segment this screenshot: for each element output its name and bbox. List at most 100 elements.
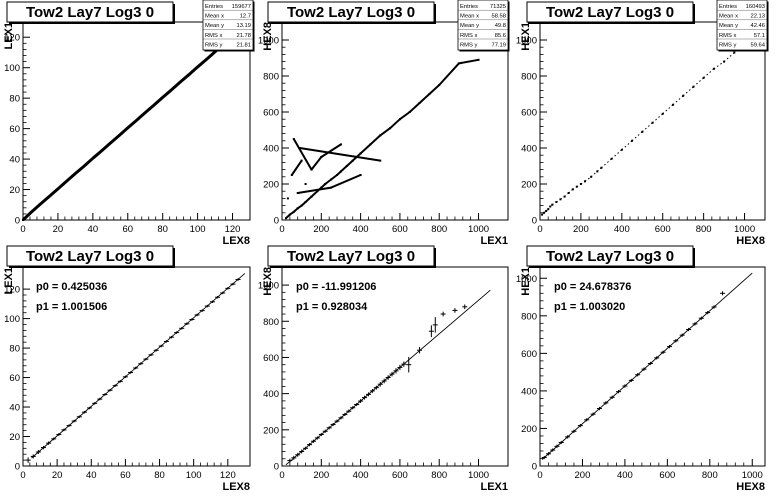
chart-panel-1: 0 20 40 60 80 100 120020406080100120LEX8LEX1To… bbox=[3, 0, 255, 247]
y-axis-title: LEX1 bbox=[3, 267, 15, 295]
stats-label: RMS x bbox=[205, 33, 222, 39]
data-band bbox=[564, 192, 569, 197]
data-band bbox=[547, 206, 551, 210]
stats-label: RMS y bbox=[460, 42, 477, 48]
data-band bbox=[304, 195, 313, 203]
x-axis-title: LEX8 bbox=[222, 235, 250, 247]
y-axis-title: HEX1 bbox=[520, 267, 532, 296]
x-tick-label: 120 bbox=[220, 470, 236, 481]
data-band bbox=[545, 208, 549, 212]
x-axis-title: HEX8 bbox=[736, 481, 765, 492]
y-tick-label: 20 bbox=[9, 432, 20, 443]
data-band bbox=[324, 178, 332, 185]
stats-label: Mean y bbox=[719, 23, 738, 29]
y-tick-label: 0 bbox=[274, 216, 279, 227]
title-frame bbox=[6, 245, 174, 267]
stats-box: Entries 159677 Mean x 12.7 Mean y 13.19 RMS x 2… bbox=[202, 0, 255, 52]
data-band bbox=[693, 77, 704, 88]
fit-p0-label: p0 = 0.425036 bbox=[36, 281, 107, 293]
data-band bbox=[662, 104, 674, 115]
fit-line bbox=[31, 273, 246, 459]
y-tick-label: 40 bbox=[9, 155, 20, 166]
data-band bbox=[293, 207, 299, 213]
data-band bbox=[543, 210, 547, 214]
stats-value: 159677 bbox=[232, 4, 251, 10]
y-tick-label: 800 bbox=[521, 311, 537, 322]
data-band bbox=[196, 58, 208, 69]
data-band bbox=[161, 88, 173, 99]
y-tick-label: 120 bbox=[4, 33, 20, 44]
y-tick-label: 200 bbox=[263, 425, 279, 436]
stats-label: RMS y bbox=[205, 42, 222, 48]
x-tick-label: 0 bbox=[279, 470, 284, 481]
data-band bbox=[631, 131, 643, 142]
data-band bbox=[300, 201, 307, 207]
stats-value: 49.8 bbox=[495, 23, 506, 29]
y-tick-label: 120 bbox=[4, 285, 20, 296]
stats-value: 21.81 bbox=[236, 42, 251, 48]
y-tick-label: 600 bbox=[263, 108, 279, 119]
x-tick-label: 0 bbox=[537, 224, 542, 235]
pad-title: Tow2 Lay7 Log3 0 bbox=[26, 4, 154, 21]
y-tick-label: 0 bbox=[15, 216, 20, 227]
x-tick-label: 20 bbox=[52, 470, 63, 481]
x-tick-label: 60 bbox=[122, 224, 133, 235]
y-tick-label: 1000 bbox=[258, 281, 279, 292]
y-tick-label: 400 bbox=[521, 386, 537, 397]
chart-panel-6: 0 200 400 600 800 100002004006008001000HEX8HE… bbox=[516, 245, 766, 493]
data-band bbox=[109, 134, 121, 145]
data-band bbox=[572, 186, 578, 190]
stats-label: Entries bbox=[205, 4, 223, 10]
data-band bbox=[438, 62, 460, 86]
stats-label: Mean x bbox=[205, 14, 224, 20]
stats-value: 85.6 bbox=[495, 33, 506, 39]
stats-value: 59.64 bbox=[750, 42, 765, 48]
data-band bbox=[310, 156, 323, 171]
y-tick-label: 1000 bbox=[516, 274, 537, 285]
x-tick-label: 800 bbox=[431, 224, 447, 235]
y-tick-label: 400 bbox=[263, 144, 279, 155]
fit-p1-label: p1 = 0.928034 bbox=[296, 301, 368, 313]
pad-title: Tow2 Lay7 Log3 0 bbox=[287, 248, 415, 265]
data-band bbox=[399, 111, 411, 121]
data-band bbox=[330, 174, 362, 189]
pad-title: Tow2 Lay7 Log3 0 bbox=[546, 4, 674, 21]
data-band bbox=[48, 187, 59, 198]
data-band bbox=[39, 195, 51, 206]
data-band bbox=[336, 170, 342, 176]
y-tick-label: 200 bbox=[521, 424, 537, 435]
y-tick-label: 0 bbox=[274, 462, 279, 473]
data-band bbox=[682, 86, 694, 97]
data-band bbox=[83, 157, 94, 168]
y-axis-title: HEX8 bbox=[262, 22, 274, 51]
plot-frame bbox=[281, 266, 509, 467]
data-band bbox=[458, 58, 479, 65]
x-tick-label: 0 bbox=[279, 224, 284, 235]
y-tick-label: 40 bbox=[9, 403, 20, 414]
plot-frame bbox=[539, 21, 766, 221]
y-tick-label: 100 bbox=[4, 314, 20, 325]
title-frame bbox=[6, 1, 174, 23]
y-axis-title: HEX8 bbox=[262, 267, 274, 296]
y-tick-label: 1000 bbox=[258, 36, 279, 47]
pad-title: Tow2 Lay7 Log3 0 bbox=[287, 4, 415, 21]
title-frame bbox=[267, 1, 435, 23]
data-band bbox=[379, 127, 391, 137]
data-band bbox=[297, 204, 303, 210]
data-band bbox=[584, 176, 592, 182]
y-tick-label: 600 bbox=[263, 353, 279, 364]
data-band bbox=[30, 202, 42, 213]
stats-label: RMS x bbox=[719, 33, 736, 39]
fit-p1-label: p1 = 1.001506 bbox=[36, 301, 107, 313]
stats-label: Mean y bbox=[205, 23, 224, 29]
y-tick-label: 80 bbox=[9, 344, 20, 355]
data-band bbox=[611, 149, 623, 160]
stats-value: 42.46 bbox=[750, 23, 765, 29]
x-tick-label: 400 bbox=[353, 224, 369, 235]
stats-value: 12.7 bbox=[240, 14, 251, 20]
data-point bbox=[304, 183, 307, 185]
x-tick-label: 800 bbox=[696, 224, 712, 235]
fit-p1-label: p1 = 1.003020 bbox=[554, 301, 625, 313]
y-tick-label: 200 bbox=[263, 180, 279, 191]
